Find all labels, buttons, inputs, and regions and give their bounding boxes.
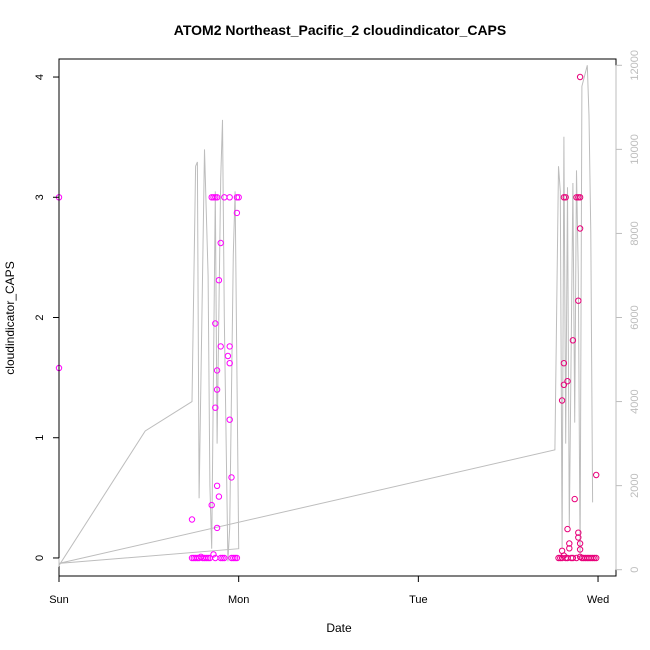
data-point [212, 404, 219, 411]
data-point [576, 540, 584, 547]
data-point [221, 194, 228, 201]
y-tick-label: 1 [34, 435, 46, 441]
data-point [212, 194, 219, 201]
x-axis: Sun Mon Tue Wed [49, 575, 609, 606]
y-tick-label: 2 [34, 314, 46, 320]
data-point [217, 239, 224, 247]
y-axis-right: 0 2000 4000 6000 8000 10000 12000 [615, 50, 641, 573]
y-axis-label: cloudindicator_CAPS [3, 261, 17, 374]
data-point [564, 378, 571, 385]
data-point [210, 551, 217, 558]
data-point [576, 194, 584, 201]
y2-tick-label: 6000 [629, 305, 641, 329]
data-point [226, 416, 233, 423]
x-axis-label: Date [326, 621, 352, 635]
x-tick-label: Wed [587, 594, 609, 606]
data-point [213, 367, 221, 374]
data-point [560, 381, 568, 388]
data-point [576, 546, 584, 553]
data-point [215, 277, 223, 284]
plot-area [58, 58, 617, 577]
data-point [573, 194, 580, 201]
data-point [226, 343, 233, 350]
data-point [204, 554, 212, 562]
data-point [569, 554, 577, 562]
data-point [213, 386, 221, 393]
data-point [591, 554, 598, 562]
data-point [203, 554, 210, 562]
data-point [575, 529, 582, 536]
points-series [55, 73, 600, 562]
x-tick-label: Mon [228, 594, 249, 606]
data-point [231, 554, 239, 562]
data-point [566, 540, 573, 547]
data-point [235, 194, 242, 201]
x-tick-label: Sun [49, 594, 69, 606]
data-point [217, 343, 224, 350]
x-tick-label: Tue [409, 594, 428, 606]
series-line [58, 65, 594, 568]
data-point [575, 194, 582, 201]
chart-title: ATOM2 Northeast_Pacific_2 cloudindicator… [174, 22, 506, 38]
data-point [560, 360, 568, 367]
data-point [226, 194, 233, 201]
data-point [576, 225, 584, 232]
y-axis-left: 0 1 2 3 4 [34, 74, 60, 561]
data-point [213, 524, 221, 532]
data-point [564, 525, 571, 533]
line-series [58, 65, 594, 568]
data-point [233, 554, 241, 562]
data-point [569, 337, 577, 344]
y2-tick-label: 10000 [629, 134, 641, 165]
data-point [555, 554, 562, 562]
data-point [215, 493, 223, 500]
data-point [228, 474, 235, 481]
data-point [233, 209, 241, 217]
data-point [208, 501, 215, 509]
data-point [224, 352, 232, 360]
y-tick-label: 3 [34, 194, 46, 200]
y2-tick-label: 8000 [629, 221, 641, 245]
data-point [593, 471, 600, 479]
y-tick-label: 0 [34, 555, 46, 561]
data-point [213, 194, 221, 201]
data-point [219, 554, 226, 562]
y-tick-label: 4 [34, 74, 46, 80]
data-point [221, 554, 228, 562]
data-point [230, 554, 237, 562]
data-point [575, 534, 582, 541]
data-point [233, 194, 241, 201]
data-point [575, 297, 582, 304]
data-point [593, 554, 600, 562]
data-point [576, 73, 584, 81]
y2-tick-label: 0 [629, 567, 641, 573]
data-point [217, 554, 224, 562]
data-point [213, 482, 221, 489]
data-point [566, 545, 573, 552]
data-point [562, 194, 569, 201]
data-point [210, 194, 217, 201]
y2-tick-label: 12000 [629, 50, 641, 81]
data-point [188, 516, 196, 523]
y2-tick-label: 4000 [629, 389, 641, 413]
data-point [212, 320, 219, 327]
data-point [226, 360, 233, 367]
data-point [560, 194, 568, 201]
data-point [573, 554, 580, 562]
data-point [589, 554, 596, 562]
data-point [571, 495, 578, 503]
data-point [558, 397, 566, 404]
y2-tick-label: 2000 [629, 473, 641, 497]
